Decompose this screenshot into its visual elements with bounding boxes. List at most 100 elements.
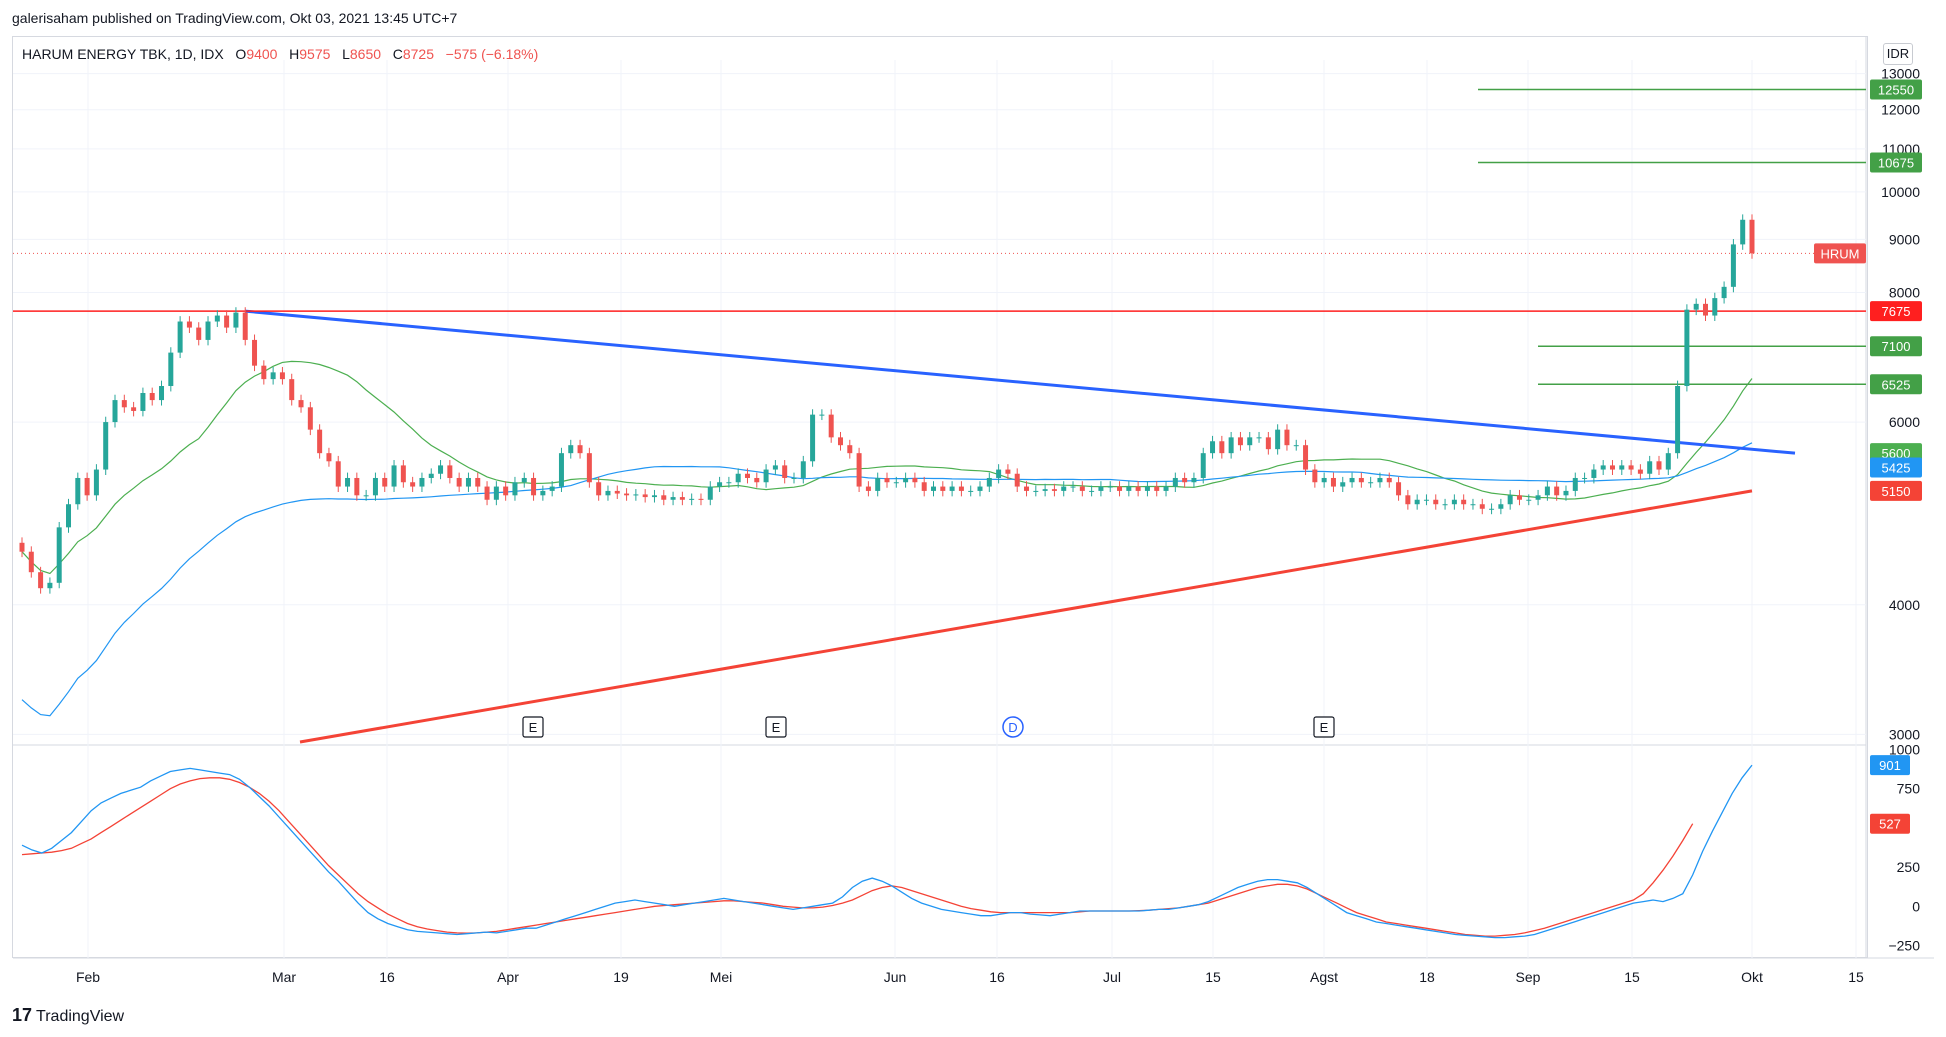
candle-body bbox=[112, 400, 118, 423]
indicator-y-tick-label: 0 bbox=[1912, 898, 1920, 914]
candle-body bbox=[149, 392, 155, 401]
candle-body bbox=[1712, 298, 1718, 316]
candle-body bbox=[1396, 482, 1402, 496]
candle-body bbox=[428, 473, 434, 478]
symbol-tag bbox=[1814, 243, 1866, 264]
candle-body bbox=[651, 495, 657, 498]
candle-body bbox=[186, 321, 192, 328]
price-level-label: 7100 bbox=[1882, 339, 1911, 354]
price-level-label: 10675 bbox=[1878, 155, 1914, 170]
candle-body bbox=[19, 542, 25, 552]
candle-body bbox=[1730, 244, 1736, 287]
legend-open-value: 9400 bbox=[246, 46, 278, 62]
x-tick-label: Mar bbox=[272, 969, 296, 985]
legend-close-label: C bbox=[392, 46, 403, 62]
candle-body bbox=[84, 477, 90, 496]
footer-brand: 17 TradingView bbox=[12, 1005, 124, 1026]
candle-body bbox=[512, 482, 518, 496]
falling-trendline bbox=[244, 309, 1796, 455]
candle-body bbox=[456, 477, 462, 487]
candle-body bbox=[382, 477, 388, 487]
candle-body bbox=[837, 437, 843, 446]
candle-body bbox=[159, 386, 165, 401]
candle-body bbox=[1582, 477, 1588, 479]
candle-body bbox=[958, 486, 964, 491]
candle-body bbox=[1647, 461, 1653, 474]
candle-body bbox=[1172, 477, 1178, 487]
candle-body bbox=[1535, 495, 1541, 500]
candle-body bbox=[354, 477, 360, 496]
candle-body bbox=[140, 392, 146, 411]
price-level-label: 12550 bbox=[1878, 83, 1914, 98]
candle-body bbox=[1321, 477, 1327, 483]
candle-body bbox=[605, 490, 611, 496]
candle-body bbox=[1014, 473, 1020, 487]
candle-body bbox=[810, 414, 816, 462]
candle-body bbox=[1312, 469, 1318, 483]
candle-body bbox=[1079, 486, 1085, 491]
candle-body bbox=[633, 494, 639, 496]
y-tick-label: 4000 bbox=[1889, 597, 1920, 613]
legend-symbol: HARUM ENERGY TBK, 1D, IDX bbox=[22, 46, 224, 62]
candle-body bbox=[224, 315, 230, 328]
candle-body bbox=[1126, 486, 1132, 491]
candle-body bbox=[679, 497, 685, 500]
candle-body bbox=[1656, 461, 1662, 470]
candle-body bbox=[447, 465, 453, 478]
candle-body bbox=[782, 465, 788, 478]
candle-body bbox=[1619, 465, 1625, 470]
currency-button[interactable]: IDR bbox=[1883, 43, 1913, 65]
candle-body bbox=[131, 407, 137, 411]
indicator-pane-tag bbox=[1870, 755, 1910, 776]
candle-body bbox=[1740, 219, 1746, 245]
candle-body bbox=[931, 486, 937, 491]
candle-body bbox=[345, 477, 351, 487]
x-tick-label: 15 bbox=[1848, 969, 1864, 985]
indicator-value-label: 5150 bbox=[1882, 484, 1911, 499]
candle-body bbox=[717, 482, 723, 487]
legend-low-value: 8650 bbox=[349, 46, 382, 62]
candle-body bbox=[893, 482, 899, 484]
candle-body bbox=[596, 482, 602, 496]
footer-brand-text: TradingView bbox=[36, 1008, 125, 1025]
candle-body bbox=[335, 461, 341, 487]
candle-body bbox=[1005, 469, 1011, 474]
x-tick-label: Feb bbox=[76, 969, 100, 985]
legend-high-value: 9575 bbox=[299, 46, 331, 62]
candle-body bbox=[791, 477, 797, 479]
candle-body bbox=[47, 582, 53, 589]
candle-body bbox=[372, 477, 378, 496]
candle-body bbox=[661, 495, 667, 500]
candle-body bbox=[307, 407, 313, 430]
x-tick-label: Jun bbox=[884, 969, 907, 985]
candle-body bbox=[1024, 486, 1030, 491]
candle-body bbox=[1284, 429, 1290, 446]
indicator-value-tag bbox=[1870, 457, 1922, 478]
candle-body bbox=[1098, 486, 1104, 491]
indicator-y-tick-label: −250 bbox=[1888, 937, 1920, 953]
candle-body bbox=[1228, 437, 1234, 454]
candle-body bbox=[940, 486, 946, 491]
indicator-value-label: 5425 bbox=[1882, 460, 1911, 475]
x-tick-label: Okt bbox=[1741, 969, 1763, 985]
candle-body bbox=[1544, 486, 1550, 496]
candle-body bbox=[1340, 482, 1346, 487]
candle-body bbox=[1191, 477, 1197, 483]
candle-body bbox=[1107, 486, 1113, 488]
candle-body bbox=[317, 429, 323, 454]
candle-body bbox=[1675, 386, 1681, 454]
candle-body bbox=[196, 327, 202, 340]
dividend-marker bbox=[1002, 716, 1024, 738]
indicator-pane-tag-label: 527 bbox=[1879, 817, 1901, 832]
candle-body bbox=[484, 486, 490, 500]
candle-body bbox=[1349, 477, 1355, 483]
candle-body bbox=[744, 473, 750, 478]
candle-body bbox=[1256, 437, 1262, 439]
candle-body bbox=[1089, 490, 1095, 492]
candle-body bbox=[1405, 495, 1411, 505]
legend-change: −575 (−6.18%) bbox=[445, 46, 539, 62]
candle-body bbox=[577, 445, 583, 454]
candle-body bbox=[28, 551, 34, 573]
candle-body bbox=[93, 469, 99, 496]
candle-body bbox=[1637, 469, 1643, 474]
